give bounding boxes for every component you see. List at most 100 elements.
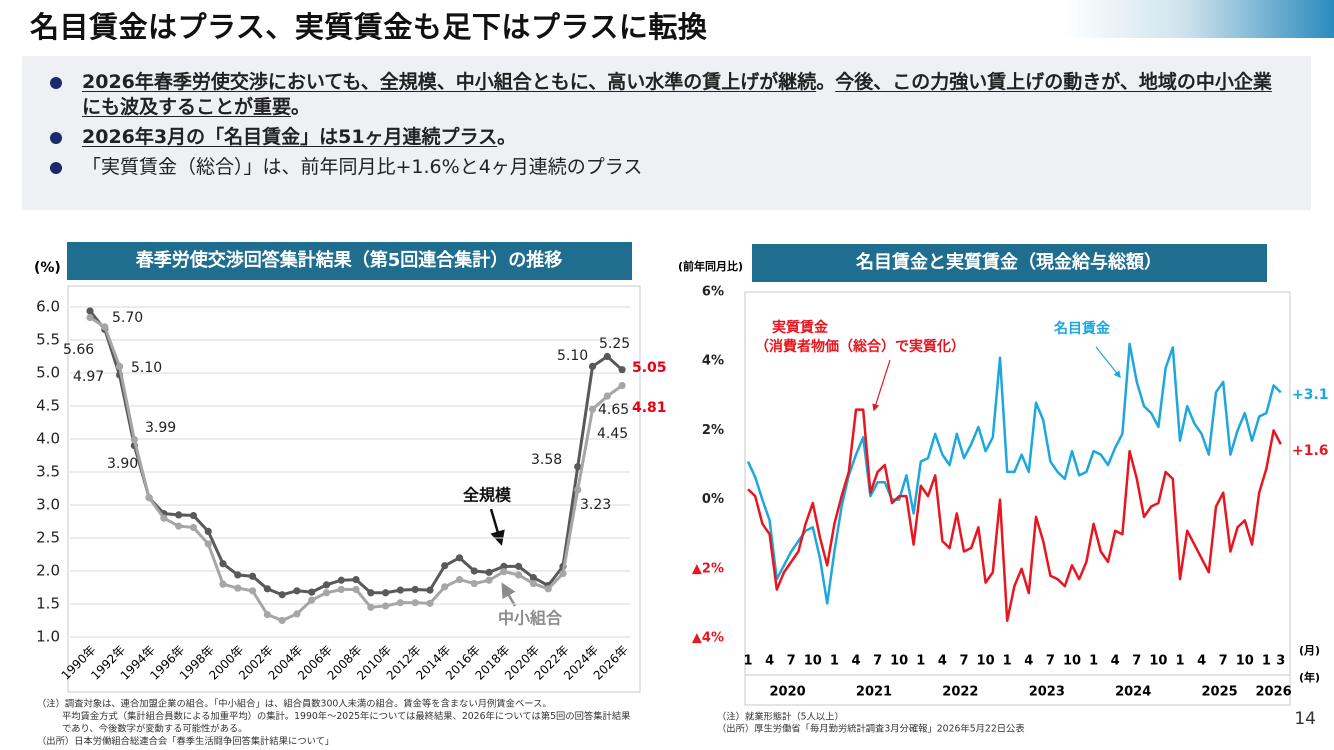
y-tick-label: 3.5 (36, 463, 60, 481)
x-tick-label: 10 (977, 654, 995, 669)
y-axis-label: (%) (34, 260, 61, 276)
x-tick-label: 4 (1197, 654, 1206, 669)
point (308, 588, 316, 596)
point (574, 463, 582, 471)
point (86, 313, 94, 322)
annotation-arrow (501, 582, 517, 607)
point (322, 589, 331, 597)
point (234, 571, 242, 579)
point (219, 560, 227, 568)
y-tick-label: 5.5 (36, 331, 60, 349)
x-tick-label: 7 (1132, 654, 1141, 669)
point (411, 585, 419, 594)
y-tick-label: 4% (702, 354, 724, 369)
y-tick-label: 1.0 (36, 628, 60, 646)
data-label: 3.99 (145, 420, 176, 436)
data-label: 5.66 (63, 342, 94, 358)
data-label: 4.65 (598, 402, 629, 418)
data-label: 4.45 (597, 426, 628, 442)
point (145, 494, 153, 502)
series-annotation: 実質賃金 (772, 319, 829, 336)
point (396, 586, 404, 594)
point (293, 610, 301, 618)
data-label: 3.90 (107, 456, 138, 472)
bullet-text: 今後、この力強い賃上げの動きが、地域の中小企業にも波及することが重要 (82, 71, 1272, 118)
year-label: 2026 (1256, 685, 1292, 700)
point (485, 576, 493, 584)
point (559, 570, 567, 578)
x-tick-label: 1 (1262, 654, 1271, 669)
y-tick-label: 4.5 (36, 397, 60, 415)
x-tick-label: 1 (916, 654, 925, 669)
point (411, 599, 419, 607)
footnote: （出所）厚生労働省「毎月勤労統計調査3月分確報」2026年5月22日公表 (717, 723, 1025, 735)
y-tick-label: 0% (702, 492, 724, 507)
point (500, 568, 508, 576)
point (382, 589, 390, 597)
bullet-list: 2026年春季労使交渉においても、全規模、中小組合ともに、高い水準の賃上げが継続… (48, 70, 1288, 185)
chart1-title: 春季労使交渉回答集計結果（第5回連合集計）の推移 (135, 249, 563, 271)
series-annotation: 中小組合 (498, 609, 563, 628)
x-tick-label: 10 (890, 654, 908, 669)
point (426, 586, 434, 594)
point (352, 575, 360, 584)
point (367, 603, 375, 611)
end-label: +3.1 (1292, 387, 1329, 403)
year-axis-label: (年) (1299, 670, 1320, 684)
header-band (1062, 0, 1334, 38)
point (101, 323, 109, 331)
year-label: 2025 (1202, 685, 1238, 700)
series-line (747, 408, 1282, 622)
x-tick-label: 4 (765, 654, 774, 669)
footnote: （注）就業形態計（5人以上） (717, 711, 844, 723)
bullet-text: 「実質賃金（総合）」は、前年同月比+1.6%と4ヶ月連続のプラス (82, 156, 643, 178)
x-tick-label: 1 (1003, 654, 1012, 669)
point (441, 583, 449, 591)
annotation-arrow (1095, 346, 1121, 379)
point (160, 514, 168, 522)
x-tick-label: 10 (1236, 654, 1254, 669)
annotation-arrow (872, 359, 891, 412)
data-label: 5.70 (112, 310, 143, 326)
bullet-item: 「実質賃金（総合）」は、前年同月比+1.6%と4ヶ月連続のプラス (48, 155, 1288, 180)
y-tick-label: 4.0 (36, 430, 60, 448)
x-tick-label: 10 (1149, 654, 1167, 669)
y-tick-label: 5.0 (36, 364, 60, 382)
x-tick-label: 3 (1276, 654, 1285, 669)
point (470, 567, 478, 575)
x-tick-label: 1 (1175, 654, 1184, 669)
year-label: 2022 (942, 685, 978, 700)
x-axis-label: (月) (1299, 644, 1320, 657)
footnote: 平均賃金方式（集計組合員数による加重平均）の集計。1990年～2025年について… (62, 710, 630, 722)
x-tick-label: 1 (830, 654, 839, 669)
y-tick-label: 6% (702, 285, 724, 300)
point (588, 405, 597, 413)
point (308, 596, 316, 604)
data-label: 5.25 (599, 336, 630, 352)
point (263, 585, 271, 593)
bullet-item: 2026年3月の「名目賃金」は51ヶ月連続プラス。 (48, 125, 1288, 150)
y-tick-label: 6.0 (36, 298, 60, 316)
series-line (746, 342, 1282, 605)
point (529, 574, 538, 582)
data-label: 3.58 (531, 452, 562, 468)
x-tick-label: 1 (743, 654, 752, 669)
series-annotation: 名目賃金 (1053, 320, 1111, 337)
chart1-title-bar (67, 242, 632, 280)
bullet-dot (50, 77, 62, 89)
y-tick-label: ▲4% (692, 631, 724, 646)
bullet-dot (50, 162, 62, 174)
slide-title: 名目賃金はプラス、実質賃金も足下はプラスに転換 (30, 10, 708, 44)
point (367, 589, 375, 597)
point (204, 527, 212, 536)
point (382, 602, 390, 610)
bullet-text: 。 (291, 96, 311, 118)
point (618, 381, 626, 390)
series-annotation: 全規模 (463, 486, 512, 505)
bullet-text: 。 (816, 71, 836, 93)
data-label: 5.10 (131, 360, 162, 376)
chart1-frame (67, 285, 641, 693)
point (219, 580, 227, 588)
x-tick-label: 10 (1063, 654, 1081, 669)
point (588, 362, 597, 370)
